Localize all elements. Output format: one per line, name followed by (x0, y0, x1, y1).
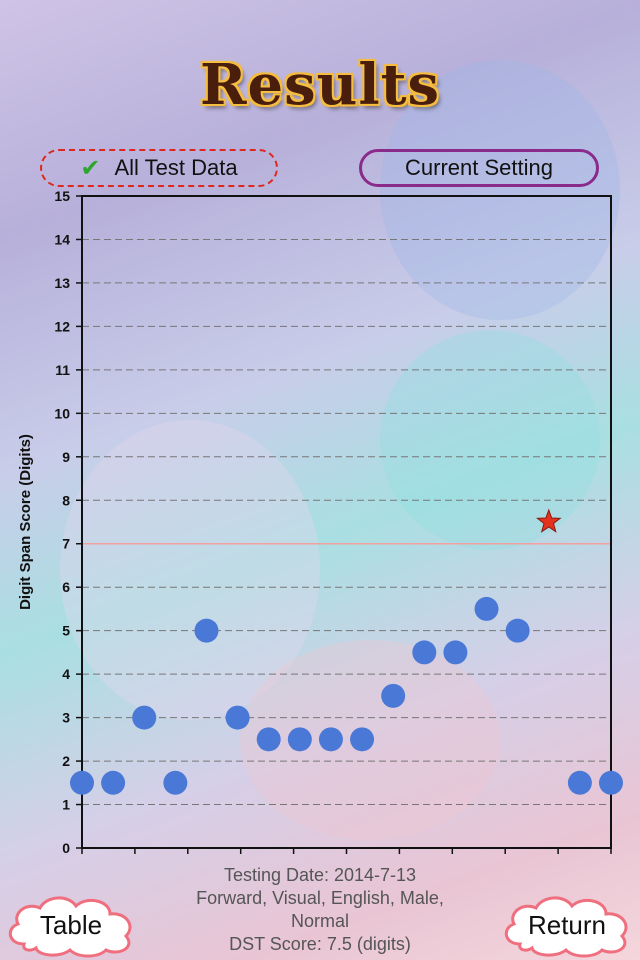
y-tick-label: 1 (62, 797, 70, 813)
all-test-data-button[interactable]: ✔ All Test Data (40, 149, 278, 187)
page-title: Results (199, 52, 441, 118)
background-shape (380, 330, 600, 550)
current-setting-label: Current Setting (405, 155, 553, 180)
chart-grid (82, 238, 611, 806)
background-shape (60, 420, 320, 720)
data-point (163, 770, 188, 795)
checkmark-icon: ✔ (80, 154, 101, 182)
y-tick-label: 3 (62, 710, 70, 726)
plot-frame (81, 195, 612, 849)
current-score-star (536, 508, 562, 533)
y-tick-label: 13 (54, 275, 70, 291)
table-button-label: Table (39, 909, 103, 940)
data-point (567, 770, 592, 795)
y-tick-label: 10 (54, 405, 70, 421)
cloud-icon (8, 896, 132, 958)
y-tick-label: 12 (54, 318, 70, 334)
y-tick-label: 9 (62, 449, 70, 465)
y-tick-label: 5 (62, 623, 70, 639)
data-point (225, 705, 250, 730)
data-point (132, 705, 157, 730)
y-tick-label: 4 (62, 666, 70, 682)
dst-score: DST Score: 7.5 (digits) (229, 934, 411, 954)
return-button[interactable]: Return (498, 892, 636, 958)
data-point (412, 640, 437, 665)
data-point (443, 640, 468, 665)
y-axis-label: Digit Span Score (Digits) (17, 434, 34, 610)
y-tick-label: 8 (62, 492, 70, 508)
data-point (256, 727, 281, 752)
y-tick-label: 7 (62, 536, 70, 552)
cloud-icon (504, 896, 628, 958)
setting-line-1: Forward, Visual, English, Male, (196, 888, 444, 908)
data-point (474, 596, 499, 621)
data-points (70, 508, 623, 795)
current-setting-button[interactable]: Current Setting (359, 149, 599, 187)
setting-line-2: Normal (290, 911, 349, 931)
data-point (70, 770, 94, 795)
all-test-data-label: All Test Data (114, 155, 238, 180)
data-point (287, 727, 312, 752)
data-point (505, 618, 530, 643)
table-button[interactable]: Table (2, 892, 140, 958)
data-point (599, 770, 623, 795)
y-tick-label: 0 (62, 840, 70, 856)
data-point (381, 683, 406, 708)
data-point (350, 727, 375, 752)
return-button-label: Return (527, 909, 607, 940)
data-point (194, 618, 219, 643)
background-shape (380, 60, 620, 320)
y-tick-label: 6 (62, 579, 70, 595)
y-tick-label: 14 (54, 231, 70, 247)
y-tick-label: 2 (62, 753, 70, 769)
y-tick-label: 11 (55, 362, 70, 378)
data-point (318, 727, 343, 752)
y-tick-label: 15 (54, 190, 70, 204)
test-info: Testing Date: 2014-7-13 Forward, Visual,… (160, 864, 480, 956)
testing-date: Testing Date: 2014-7-13 (223, 865, 417, 885)
data-point (101, 770, 126, 795)
